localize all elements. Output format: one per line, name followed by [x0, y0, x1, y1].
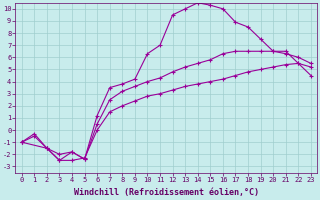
X-axis label: Windchill (Refroidissement éolien,°C): Windchill (Refroidissement éolien,°C) [74, 188, 259, 197]
